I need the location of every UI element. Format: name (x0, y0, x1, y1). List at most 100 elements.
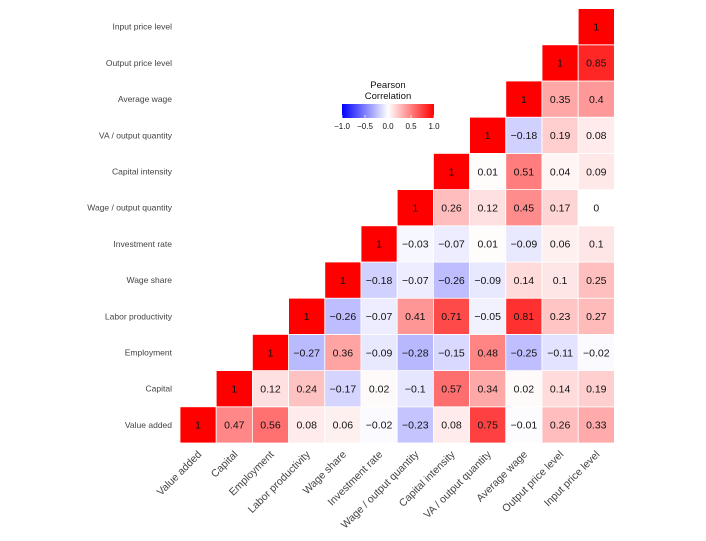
heatmap-cell (324, 297, 362, 335)
heatmap-cell (541, 189, 579, 227)
legend-colorbar (342, 104, 434, 118)
cell-value-label: 0.06 (550, 239, 571, 251)
y-tick-label: VA / output quantity (99, 130, 173, 140)
cell-value-label: 0.01 (477, 166, 498, 178)
heatmap-cell (577, 189, 615, 227)
x-tick-label: Capital (209, 449, 241, 481)
y-tick-label: Value added (125, 420, 172, 430)
heatmap-cell (432, 152, 470, 190)
cell-value-label: 1 (412, 203, 418, 215)
cell-value-label: −0.07 (366, 311, 393, 323)
heatmap-cell (432, 297, 470, 335)
cell-value-label: −0.27 (293, 347, 320, 359)
cell-value-label: 0.48 (477, 347, 498, 359)
cell-value-label: −0.07 (402, 275, 429, 287)
cell-value-label: 0.56 (260, 420, 281, 432)
cell-value-label: 0.04 (550, 166, 571, 178)
heatmap-cell (541, 261, 579, 299)
heatmap-cell (577, 8, 615, 46)
cell-value-label: 0.1 (589, 239, 604, 251)
heatmap-cell (505, 189, 543, 227)
cell-value-label: 0.08 (296, 420, 317, 432)
y-tick-label: Average wage (118, 94, 172, 104)
cell-value-label: 0.27 (586, 311, 607, 323)
legend: Pearson Correlation −1.0 −0.5 0.0 0.5 1.0 (334, 80, 440, 131)
y-tick-label: Wage / output quantity (87, 203, 172, 213)
cell-value-label: 0.19 (586, 384, 607, 396)
heatmap-cell (577, 44, 615, 82)
heatmap-cells: 1 0.47 0.56 0.08 0.06 −0.02 −0.23 0.08 0.75 −0.01… (179, 8, 615, 444)
heatmap-cell (505, 261, 543, 299)
cell-value-label: −0.05 (474, 311, 501, 323)
y-tick-label: Investment rate (113, 239, 172, 249)
heatmap-cell (541, 297, 579, 335)
cell-value-label: −0.09 (474, 275, 501, 287)
cell-value-label: 0.4 (589, 94, 604, 106)
x-tick-label: Value added (155, 449, 205, 499)
cell-value-label: −0.17 (330, 384, 357, 396)
heatmap-cell (469, 189, 507, 227)
cell-value-label: 0.09 (586, 166, 607, 178)
cell-value-label: 0.02 (369, 384, 390, 396)
heatmap-cell (288, 333, 326, 371)
x-tick-label: Output price level (500, 449, 566, 515)
cell-value-label: 0.12 (260, 384, 281, 396)
heatmap-cell (469, 261, 507, 299)
heatmap-cell (288, 297, 326, 335)
legend-title-line1: Pearson (370, 80, 405, 91)
cell-value-label: 0.17 (550, 203, 571, 215)
cell-value-label: 1 (557, 58, 563, 70)
heatmap-cell (360, 370, 398, 408)
cell-value-label: −0.25 (511, 347, 538, 359)
cell-value-label: 0.01 (477, 239, 498, 251)
heatmap-cell (215, 370, 253, 408)
cell-value-label: −0.02 (366, 420, 393, 432)
y-tick-label: Employment (125, 348, 173, 358)
cell-value-label: 1 (268, 347, 274, 359)
legend-ticks: −1.0 −0.5 0.0 0.5 1.0 (334, 115, 440, 131)
x-tick-label: VA / output quantity (421, 448, 494, 521)
heatmap-cell (432, 370, 470, 408)
heatmap-cell (360, 333, 398, 371)
cell-value-label: −0.09 (511, 239, 538, 251)
cell-value-label: 0.02 (514, 384, 535, 396)
cell-value-label: 0.85 (586, 58, 607, 70)
cell-value-label: 0.36 (333, 347, 354, 359)
cell-value-label: −0.07 (438, 239, 465, 251)
heatmap-cell (541, 44, 579, 82)
cell-value-label: −0.11 (547, 347, 573, 359)
heatmap-cell (469, 370, 507, 408)
y-tick-label: Output price level (106, 58, 172, 68)
heatmap-cell (577, 297, 615, 335)
cell-value-label: 0.14 (514, 275, 535, 287)
heatmap-cell (396, 406, 434, 444)
cell-value-label: 0.75 (477, 420, 498, 432)
cell-value-label: 0.08 (586, 130, 607, 142)
legend-tick-label: 0.0 (382, 122, 394, 131)
heatmap-cell (505, 370, 543, 408)
cell-value-label: 0.35 (550, 94, 571, 106)
heatmap-cell (324, 261, 362, 299)
cell-value-label: 0.14 (550, 384, 571, 396)
heatmap-cell (360, 225, 398, 263)
heatmap-cell (360, 297, 398, 335)
heatmap-cell (215, 406, 253, 444)
legend-title-line2: Correlation (365, 91, 411, 102)
legend-tick-label: 0.5 (405, 122, 417, 131)
cell-value-label: 0.41 (405, 311, 426, 323)
heatmap-cell (432, 333, 470, 371)
heatmap-cell (432, 225, 470, 263)
cell-value-label: 1 (304, 311, 310, 323)
heatmap-cell (360, 406, 398, 444)
heatmap-cell (505, 152, 543, 190)
cell-value-label: 1 (376, 239, 382, 251)
cell-value-label: 0.47 (224, 420, 245, 432)
cell-value-label: −0.26 (438, 275, 465, 287)
cell-value-label: 0.12 (477, 203, 498, 215)
cell-value-label: 0.26 (550, 420, 571, 432)
cell-value-label: −0.26 (330, 311, 357, 323)
cell-value-label: 0.57 (441, 384, 462, 396)
cell-value-label: 0.81 (514, 311, 535, 323)
heatmap-cell (577, 406, 615, 444)
